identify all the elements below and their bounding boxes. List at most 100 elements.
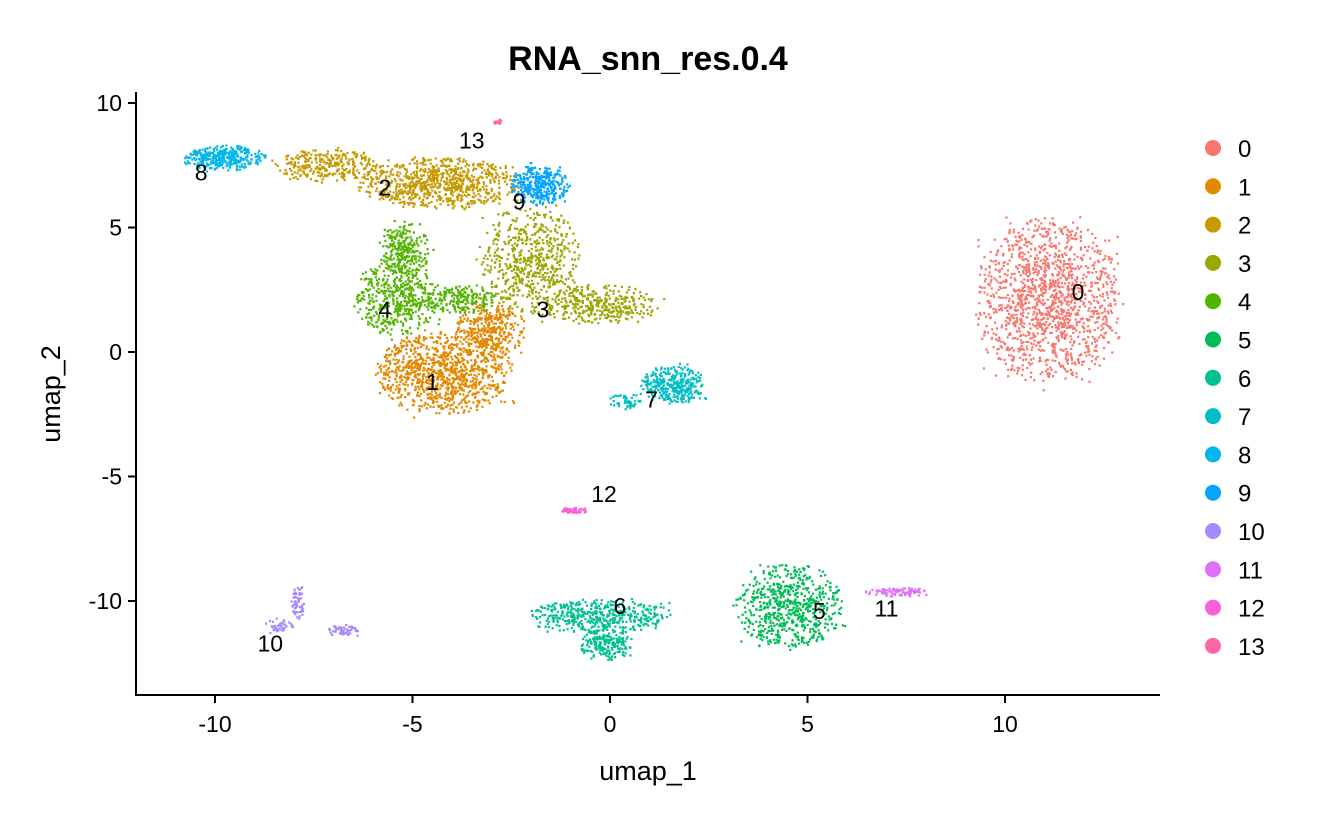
point-cluster-0 — [1063, 319, 1066, 322]
point-cluster-0 — [1057, 321, 1060, 324]
point-cluster-1 — [459, 401, 463, 404]
point-cluster-3 — [495, 258, 498, 261]
point-cluster-0 — [1044, 329, 1047, 332]
point-cluster-1 — [444, 365, 447, 368]
point-cluster-0 — [1038, 265, 1041, 268]
point-cluster-2 — [325, 174, 328, 177]
point-cluster-2 — [463, 194, 466, 197]
point-cluster-2 — [400, 188, 403, 191]
point-cluster-3 — [564, 278, 567, 281]
point-cluster-0 — [1080, 353, 1083, 356]
point-cluster-3 — [615, 296, 618, 299]
point-cluster-0 — [1014, 235, 1017, 238]
point-cluster-2 — [459, 174, 462, 178]
point-cluster-0 — [1073, 298, 1076, 301]
point-cluster-0 — [1041, 227, 1044, 230]
point-cluster-0 — [1081, 257, 1084, 260]
point-cluster-3 — [541, 273, 544, 277]
point-cluster-3 — [553, 270, 556, 273]
point-cluster-0 — [1012, 313, 1015, 316]
point-cluster-1 — [424, 359, 427, 362]
point-cluster-0 — [1057, 297, 1060, 300]
point-cluster-1 — [501, 327, 504, 330]
point-cluster-0 — [1009, 284, 1012, 287]
point-cluster-0 — [1099, 294, 1102, 297]
point-cluster-1 — [399, 342, 402, 345]
point-cluster-1 — [428, 387, 431, 390]
point-cluster-3 — [497, 277, 500, 280]
point-cluster-3 — [568, 292, 571, 295]
point-cluster-3 — [540, 247, 543, 250]
point-cluster-0 — [1068, 273, 1071, 277]
point-cluster-0 — [1085, 318, 1088, 321]
point-cluster-1 — [465, 405, 468, 408]
point-cluster-1 — [454, 368, 457, 372]
point-cluster-2 — [438, 191, 441, 194]
point-cluster-3 — [577, 243, 580, 246]
point-cluster-1 — [474, 341, 477, 344]
point-cluster-0 — [1042, 379, 1045, 382]
point-cluster-4 — [393, 278, 396, 281]
point-cluster-0 — [1070, 306, 1073, 309]
point-cluster-2 — [414, 185, 418, 188]
point-cluster-0 — [1060, 282, 1063, 285]
point-cluster-3 — [642, 312, 645, 315]
point-cluster-2 — [304, 164, 307, 167]
point-cluster-1 — [484, 317, 487, 320]
point-cluster-2 — [419, 204, 423, 207]
point-cluster-2 — [393, 178, 396, 181]
point-cluster-3 — [560, 274, 563, 277]
point-cluster-0 — [1029, 358, 1033, 361]
point-cluster-2 — [304, 174, 308, 177]
point-cluster-0 — [1053, 349, 1056, 352]
point-cluster-2 — [306, 173, 309, 176]
point-cluster-1 — [504, 336, 508, 339]
point-cluster-0 — [998, 269, 1001, 272]
point-cluster-0 — [1055, 336, 1058, 339]
point-cluster-3 — [518, 278, 521, 281]
point-cluster-3 — [575, 300, 578, 303]
point-cluster-2 — [335, 149, 338, 152]
point-cluster-3 — [587, 307, 590, 310]
point-cluster-2 — [440, 164, 443, 167]
point-cluster-0 — [1007, 333, 1010, 336]
point-cluster-1 — [462, 350, 465, 353]
point-cluster-0 — [1020, 246, 1023, 250]
point-cluster-2 — [477, 193, 480, 196]
point-cluster-1 — [408, 364, 411, 367]
point-cluster-0 — [1024, 296, 1027, 299]
point-cluster-2 — [498, 192, 501, 195]
point-cluster-0 — [998, 285, 1002, 288]
point-cluster-0 — [1021, 304, 1025, 307]
point-cluster-4 — [397, 289, 400, 292]
point-cluster-3 — [511, 294, 514, 297]
point-cluster-0 — [1011, 316, 1014, 319]
point-cluster-3 — [599, 314, 602, 317]
point-cluster-2 — [359, 186, 363, 189]
point-cluster-3 — [541, 239, 544, 242]
point-cluster-4 — [377, 318, 380, 321]
point-cluster-2 — [375, 177, 378, 181]
point-cluster-3 — [518, 281, 521, 284]
point-cluster-2 — [438, 182, 441, 185]
point-cluster-1 — [431, 381, 434, 384]
point-cluster-1 — [430, 371, 434, 374]
point-cluster-0 — [1041, 332, 1044, 335]
point-cluster-2 — [382, 169, 385, 173]
point-cluster-0 — [1015, 313, 1018, 316]
point-cluster-1 — [414, 375, 417, 378]
point-cluster-2 — [456, 162, 460, 165]
point-cluster-1 — [432, 399, 435, 402]
point-cluster-1 — [436, 350, 439, 353]
point-cluster-2 — [335, 170, 339, 173]
point-cluster-4 — [429, 316, 432, 319]
point-cluster-2 — [412, 205, 415, 208]
point-cluster-1 — [490, 320, 494, 323]
point-cluster-1 — [482, 368, 485, 371]
point-cluster-0 — [1017, 288, 1021, 291]
point-cluster-3 — [582, 309, 585, 312]
point-cluster-3 — [504, 281, 507, 284]
point-cluster-3 — [482, 273, 485, 276]
point-cluster-0 — [1082, 322, 1085, 325]
point-cluster-1 — [413, 400, 416, 403]
